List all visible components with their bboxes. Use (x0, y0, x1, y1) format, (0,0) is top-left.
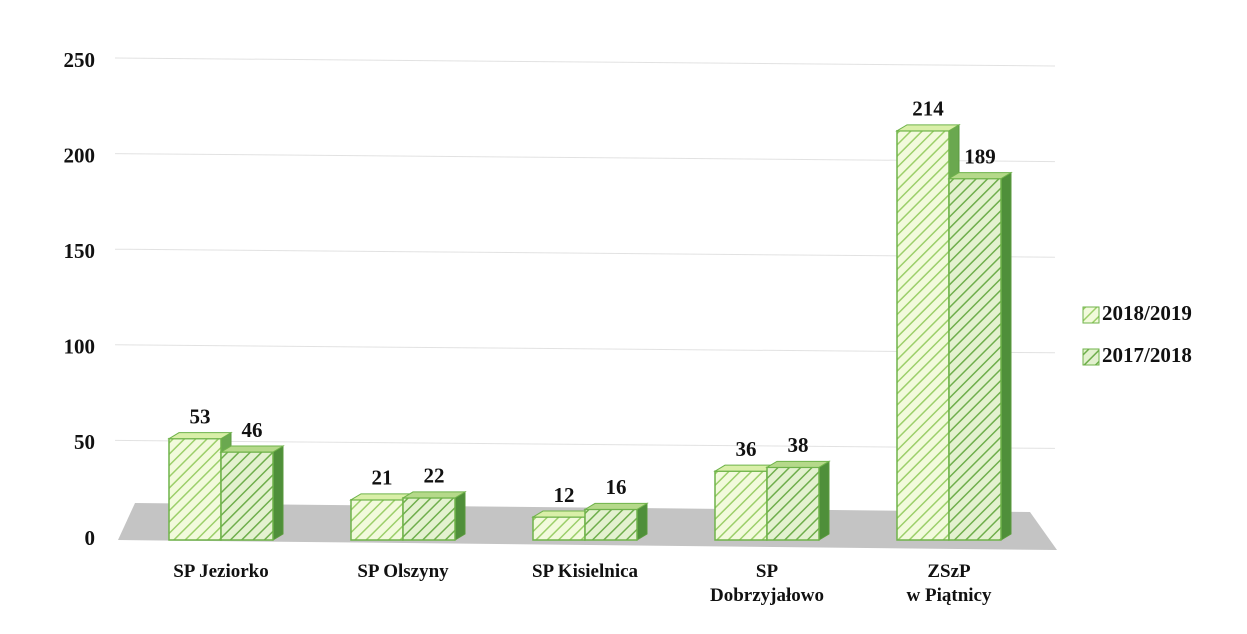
bar-side (454, 491, 466, 541)
x-tick-label: SP Jeziorko (173, 561, 269, 582)
y-tick-label: 150 (64, 239, 96, 263)
bar-front (532, 516, 586, 541)
value-label: 22 (424, 464, 445, 488)
bar (219, 445, 285, 541)
value-label: 38 (788, 433, 809, 457)
value-label: 46 (242, 418, 263, 442)
x-tick-label: SP Kisielnica (531, 561, 639, 582)
bar-top (895, 124, 961, 132)
bar-top (219, 445, 285, 453)
value-label: 36 (736, 437, 757, 461)
bar-front (402, 497, 456, 541)
bar-front (896, 130, 950, 541)
bar-side (818, 460, 830, 541)
bar-front (948, 177, 1002, 541)
bar (167, 431, 233, 541)
x-tick-label: SP Dobrzyjałowo (710, 561, 824, 606)
y-tick-label: 0 (85, 526, 96, 550)
y-tick-label: 100 (64, 335, 96, 359)
bar (401, 491, 467, 541)
bar-front (168, 437, 222, 541)
legend-label: 2017/2018 (1102, 343, 1192, 367)
value-label: 53 (190, 404, 211, 428)
bar-top (947, 172, 1013, 180)
bar-top (167, 432, 233, 440)
value-label: 12 (554, 483, 575, 507)
y-tick-label: 200 (64, 143, 96, 167)
value-label: 189 (964, 144, 996, 168)
legend-swatch (1082, 306, 1100, 324)
grid-line (114, 57, 1056, 67)
x-tick-label: SP Olszyny (357, 561, 449, 582)
bar-front (714, 470, 768, 541)
value-label: 21 (372, 466, 393, 490)
y-tick-label: 250 (64, 48, 96, 72)
legend-label: 2018/2019 (1102, 301, 1192, 325)
bar-side (1000, 171, 1012, 541)
bar-top (583, 502, 649, 510)
bar-top (401, 491, 467, 499)
bar-front (220, 451, 274, 541)
y-tick-label: 50 (74, 430, 95, 454)
bar-front (584, 508, 638, 541)
bar (765, 460, 831, 541)
bar-front (766, 466, 820, 541)
bar-side (272, 445, 284, 541)
x-tick-label: ZSzP w Piątnicy (906, 561, 992, 606)
bar-top (765, 460, 831, 468)
bar (583, 502, 649, 541)
bar-front (350, 499, 404, 541)
bar (947, 171, 1013, 541)
legend-swatch (1082, 348, 1100, 366)
value-label: 214 (912, 97, 944, 121)
value-label: 16 (606, 475, 627, 499)
